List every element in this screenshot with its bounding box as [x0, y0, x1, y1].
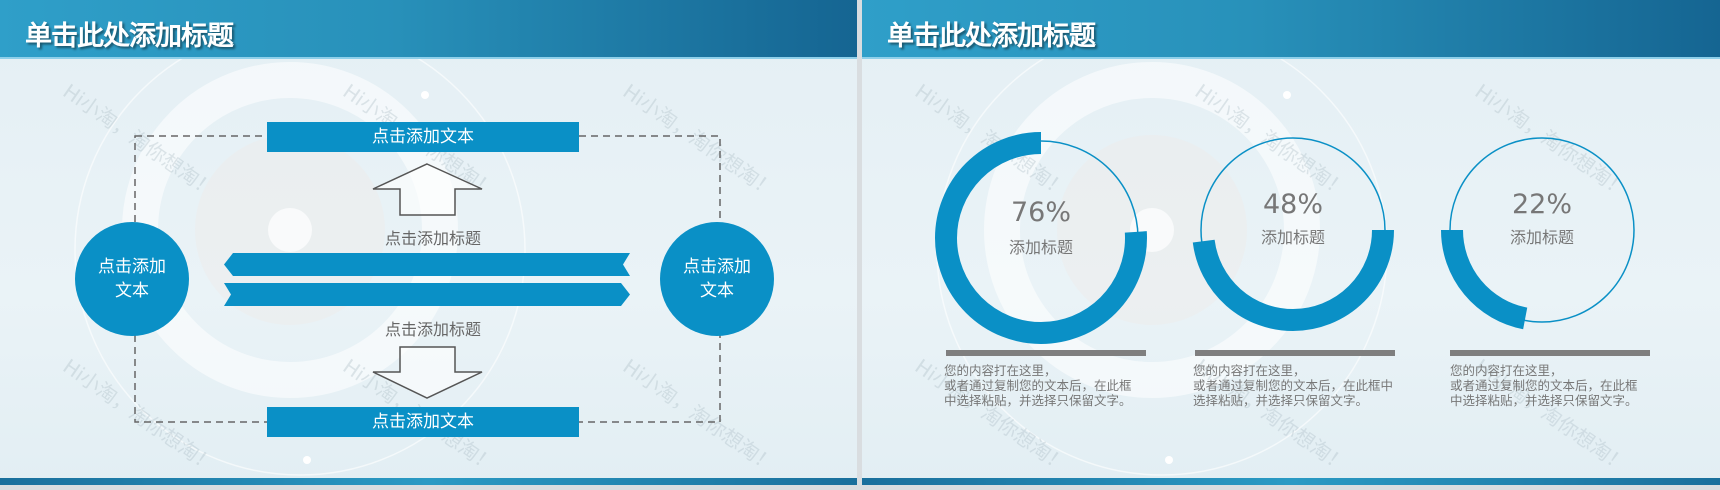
desc-line: 中选择粘贴，并选择只保留文字。: [944, 393, 1132, 408]
ring-progress-arc: [1441, 129, 1643, 331]
bottom-text-box[interactable]: 点击添加文本: [267, 407, 579, 437]
desc-line: 中选择粘贴，并选择只保留文字。: [1450, 393, 1638, 408]
desc-line: 或者通过复制您的文本后，在此框: [1450, 378, 1638, 393]
slide-title[interactable]: 单击此处添加标题: [25, 21, 234, 52]
desc-line: 选择粘贴，并选择只保留文字。: [1193, 393, 1369, 408]
desc-line: 您的内容打在这里，: [1450, 363, 1563, 378]
down-arrow-icon: [372, 346, 483, 399]
desc-line: 或者通过复制您的文本后，在此框中: [1193, 378, 1394, 393]
desc-line: 或者通过复制您的文本后，在此框: [944, 378, 1132, 393]
ring-3: [1441, 129, 1643, 331]
top-text-box[interactable]: 点击添加文本: [267, 122, 579, 152]
progress-rings: [935, 129, 1643, 344]
band-right: [224, 283, 630, 306]
ring-3-description[interactable]: 您的内容打在这里， 或者通过复制您的文本后，在此框 中选择粘贴，并选择只保留文字。: [1450, 363, 1660, 408]
band-left: [224, 253, 630, 276]
footer-bar: [862, 478, 1720, 485]
ring-2: [1192, 129, 1394, 331]
desc-line: 您的内容打在这里，: [1193, 363, 1306, 378]
film-reel-background: [936, 24, 1388, 476]
ring-3-label[interactable]: 添加标题: [1509, 228, 1574, 247]
left-circle[interactable]: 点击添加文本: [75, 222, 189, 336]
slide-title[interactable]: 单击此处添加标题: [887, 21, 1096, 52]
ring-2-label[interactable]: 添加标题: [1260, 228, 1325, 247]
slide-2: Hi小淘，淘你想淘！ Hi小淘，淘你想淘！ Hi小淘，淘你想淘！ Hi小淘，淘你…: [862, 0, 1720, 490]
divider-bar-3: [1450, 350, 1650, 356]
slide-1: Hi小淘，淘你想淘！ Hi小淘，淘你想淘！ Hi小淘，淘你想淘！ Hi小淘，淘你…: [0, 0, 857, 490]
lower-label[interactable]: 点击添加标题: [384, 320, 481, 339]
divider-bar-1: [946, 350, 1146, 356]
ring-3-value: 22%: [1511, 189, 1572, 220]
ring-2-value: 48%: [1262, 189, 1323, 220]
header-bar: 单击此处添加标题: [0, 0, 857, 59]
ring-1-label[interactable]: 添加标题: [1008, 238, 1073, 257]
divider-bar-2: [1195, 350, 1395, 356]
up-arrow-icon: [372, 163, 483, 216]
bottom-margin: [0, 485, 857, 490]
footer-bar: [0, 478, 857, 485]
ring-progress-arc: [1192, 129, 1394, 331]
ring-progress-arc: [935, 132, 1147, 344]
right-circle[interactable]: 点击添加文本: [660, 222, 774, 336]
bottom-margin: [862, 485, 1720, 490]
upper-label[interactable]: 点击添加标题: [384, 229, 481, 248]
ring-1-value: 76%: [1010, 197, 1071, 228]
header-bar: 单击此处添加标题: [862, 0, 1720, 59]
desc-line: 您的内容打在这里，: [944, 363, 1057, 378]
ring-2-description[interactable]: 您的内容打在这里， 或者通过复制您的文本后，在此框中 选择粘贴，并选择只保留文字。: [1193, 363, 1403, 408]
ring-1-description[interactable]: 您的内容打在这里， 或者通过复制您的文本后，在此框 中选择粘贴，并选择只保留文字。: [944, 363, 1154, 408]
ring-1: [935, 132, 1147, 344]
